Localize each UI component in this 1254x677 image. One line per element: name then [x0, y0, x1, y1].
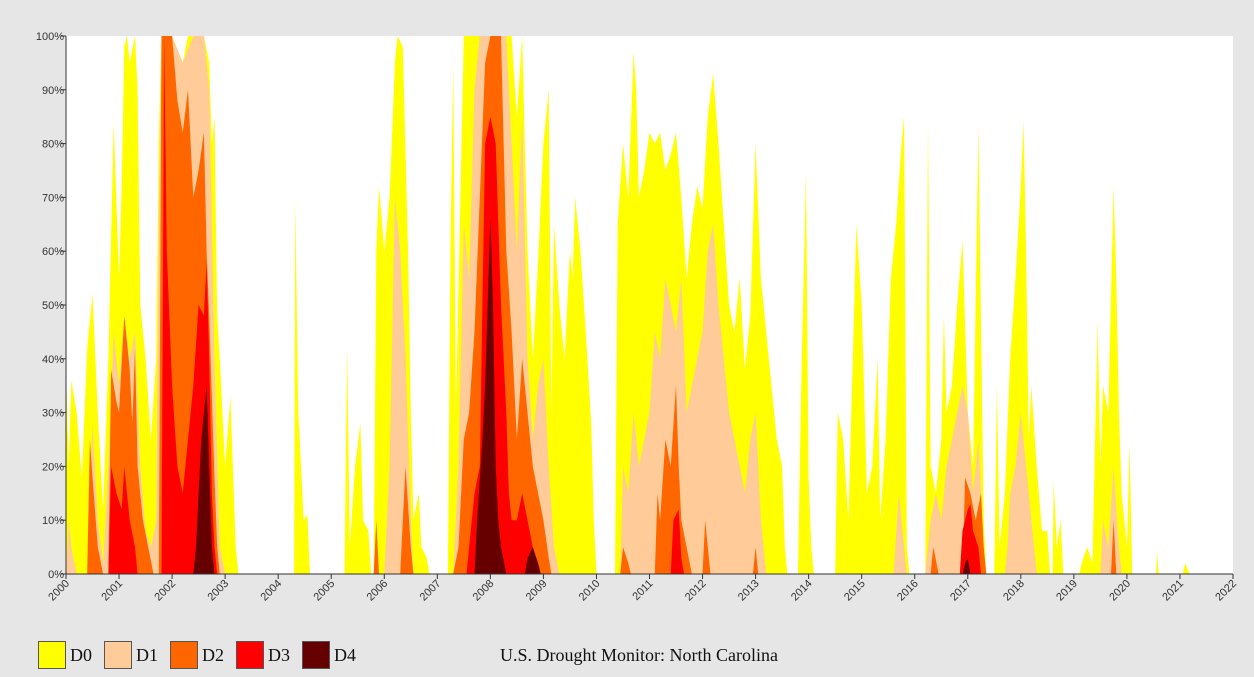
x-tick-label: 2007: [418, 578, 444, 604]
x-tick-label: 2004: [259, 578, 285, 604]
x-tick-label: 2016: [895, 578, 921, 604]
x-tick-label: 2012: [683, 578, 709, 604]
x-tick-label: 2014: [789, 578, 815, 604]
y-tick-label: 60%: [42, 246, 64, 258]
x-tick-label: 2001: [99, 578, 125, 604]
legend-item-d2: D2: [170, 641, 224, 669]
y-tick-label: 70%: [42, 192, 64, 204]
x-tick-label: 2020: [1107, 578, 1133, 604]
x-tick-label: 2008: [471, 578, 497, 604]
x-tick-label: 2005: [312, 578, 338, 604]
x-tick-label: 2018: [1001, 578, 1027, 604]
series-area-d3: [108, 36, 981, 574]
y-tick-label: 20%: [42, 461, 64, 473]
legend-item-d3: D3: [236, 641, 290, 669]
y-tick-label: 100%: [36, 31, 64, 43]
legend: D0 D1 D2 D3 D4: [38, 640, 368, 670]
x-tick-label: 2000: [46, 578, 72, 604]
legend-label-d4: D4: [334, 644, 356, 665]
legend-swatch-d2: [170, 641, 198, 669]
y-tick-label: 0%: [48, 569, 64, 581]
y-tick-label: 30%: [42, 408, 64, 420]
drought-area-chart: 0% 10% 20% 30% 40% 50% 60% 70% 80% 90% 100% 2000 200…: [36, 31, 1239, 604]
legend-item-d4: D4: [302, 641, 356, 669]
x-tick-label: 2009: [524, 578, 550, 604]
y-tick-label: 50%: [42, 300, 64, 312]
x-tick-label: 2003: [205, 578, 231, 604]
legend-label-d2: D2: [202, 644, 224, 665]
y-tick-label: 80%: [42, 139, 64, 151]
legend-swatch-d4: [302, 641, 330, 669]
x-tick-label: 2019: [1054, 578, 1080, 604]
x-tick-label: 2011: [630, 578, 655, 603]
x-tick-label: 2013: [736, 578, 762, 604]
legend-swatch-d1: [104, 641, 132, 669]
x-tick-label: 2006: [365, 578, 391, 604]
x-tick-label: 2021: [1160, 578, 1186, 604]
legend-swatch-d0: [38, 641, 66, 669]
series-layer: [66, 36, 1190, 574]
y-tick-label: 10%: [42, 515, 64, 527]
legend-label-d0: D0: [70, 644, 92, 665]
y-tick-label: 90%: [42, 85, 64, 97]
legend-swatch-d3: [236, 641, 264, 669]
chart-title: U.S. Drought Monitor: North Carolina: [500, 645, 778, 665]
x-tick-label: 2022: [1213, 578, 1239, 604]
legend-label-d3: D3: [268, 644, 290, 665]
legend-label-d1: D1: [136, 644, 158, 665]
y-tick-label: 40%: [42, 354, 64, 366]
x-tick-label: 2002: [152, 578, 178, 604]
x-tick-label: 2017: [948, 578, 974, 604]
legend-item-d1: D1: [104, 641, 158, 669]
legend-item-d0: D0: [38, 641, 92, 669]
x-tick-label: 2010: [577, 578, 603, 604]
x-tick-label: 2015: [842, 578, 868, 604]
series-area-d0: [66, 36, 1190, 574]
